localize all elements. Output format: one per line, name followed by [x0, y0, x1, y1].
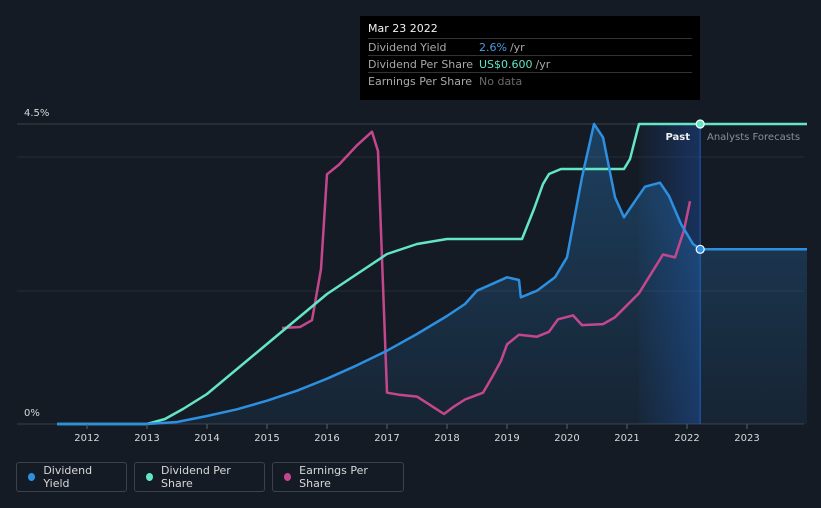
dividend-yield-marker: [695, 244, 705, 254]
x-tick-label: 2013: [134, 433, 159, 444]
legend-item-dividend-yield[interactable]: Dividend Yield: [16, 462, 127, 492]
x-tick-label: 2018: [434, 433, 459, 444]
dividend-per-share-marker: [695, 119, 705, 129]
tooltip-row-dividend-per-share: Dividend Per Share US$0.600 /yr: [368, 55, 692, 72]
tooltip-label: Dividend Per Share: [368, 57, 474, 71]
legend-dot-icon: [284, 473, 292, 481]
legend-dot-icon: [28, 473, 36, 481]
tooltip-label: Dividend Yield: [368, 40, 447, 54]
tooltip-row-earnings-per-share: Earnings Per Share No data: [368, 72, 692, 89]
x-tick-label: 2020: [554, 433, 579, 444]
y-tick-label-top: 4.5%: [24, 108, 49, 119]
tooltip-unit: /yr: [535, 57, 551, 71]
legend-item-earnings-per-share[interactable]: Earnings Per Share: [272, 462, 404, 492]
legend-label: Dividend Yield: [43, 464, 93, 490]
tooltip-unit: /yr: [509, 40, 525, 54]
x-tick-label: 2012: [74, 433, 99, 444]
tooltip-row-dividend-yield: Dividend Yield 2.6% /yr: [368, 38, 692, 55]
x-tick-label: 2019: [494, 433, 519, 444]
x-axis: 2012 2013 2014 2015 2016 2017 2018 2019 2020 2021…: [74, 424, 760, 444]
tooltip-label: Earnings Per Share: [368, 74, 473, 88]
legend-label: Earnings Per Share: [299, 464, 368, 490]
tooltip-value: US$0.600: [479, 57, 533, 71]
x-tick-label: 2022: [674, 433, 699, 444]
x-tick-label: 2015: [254, 433, 279, 444]
dividend-yield-line: [57, 122, 807, 426]
tooltip-date: Mar 23 2022: [368, 22, 438, 35]
tooltip-value: 2.6%: [479, 40, 507, 54]
x-tick-label: 2017: [374, 433, 399, 444]
x-tick-label: 2021: [614, 433, 639, 444]
chart-tooltip: Mar 23 2022 Dividend Yield 2.6% /yr Divi…: [360, 16, 700, 100]
legend-item-dividend-per-share[interactable]: Dividend Per Share: [134, 462, 265, 492]
y-tick-label-bottom: 0%: [24, 408, 40, 419]
past-label: Past: [665, 132, 690, 143]
legend-dot-icon: [146, 473, 153, 481]
dividend-per-share-line: [57, 122, 807, 426]
earnings-per-share-line: [281, 130, 692, 416]
tooltip-value: No data: [479, 74, 523, 88]
legend-label: Dividend Per Share: [161, 464, 231, 490]
x-tick-label: 2014: [194, 433, 219, 444]
x-tick-label: 2023: [734, 433, 759, 444]
dividend-yield-area: [57, 124, 807, 424]
forecast-label: Analysts Forecasts: [707, 132, 800, 143]
x-tick-label: 2016: [314, 433, 339, 444]
